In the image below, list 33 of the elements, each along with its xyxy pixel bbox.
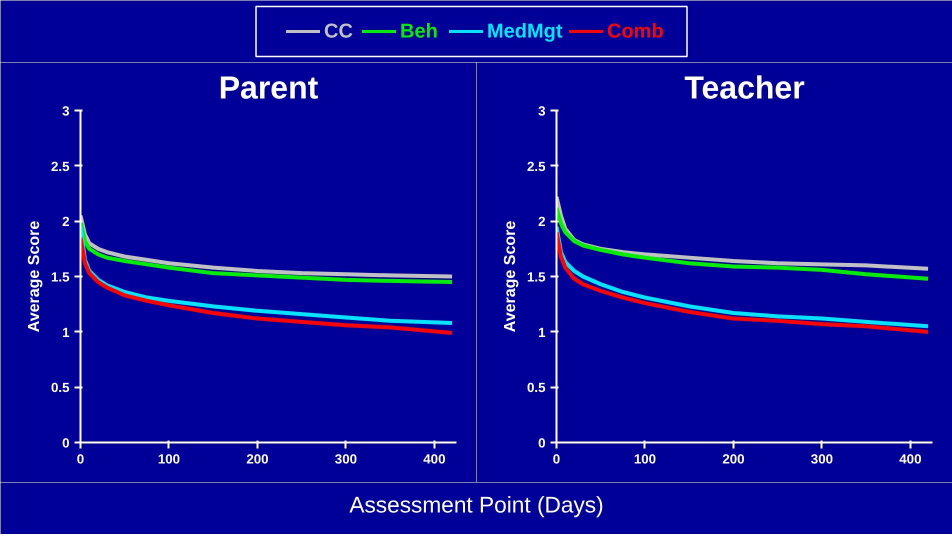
y-tick-label: 0 bbox=[62, 436, 70, 450]
legend-label: MedMgt bbox=[487, 20, 563, 42]
y-axis-title: Average Score bbox=[26, 220, 43, 332]
x-tick-label: 200 bbox=[246, 452, 269, 466]
y-tick-label: 2 bbox=[538, 214, 546, 230]
y-tick-label: 1 bbox=[538, 324, 546, 340]
y-tick-label: 3 bbox=[538, 104, 546, 118]
x-tick-label: 100 bbox=[158, 452, 180, 466]
x-tick-label: 300 bbox=[810, 452, 834, 466]
legend-label: CC bbox=[324, 20, 353, 42]
x-tick-label: 0 bbox=[76, 452, 84, 466]
x-tick-label: 300 bbox=[334, 452, 358, 466]
y-tick-label: 0 bbox=[538, 436, 546, 450]
x-tick-label: 100 bbox=[634, 452, 656, 466]
x-tick-label: 400 bbox=[423, 452, 446, 466]
legend-label: Comb bbox=[607, 20, 664, 42]
y-tick-label: 0.5 bbox=[526, 380, 546, 396]
y-tick-label: 3 bbox=[62, 104, 70, 118]
chart-title: Teacher bbox=[684, 70, 805, 106]
chart-title: Parent bbox=[218, 70, 319, 106]
x-tick-label: 200 bbox=[722, 452, 745, 466]
x-axis-title: Assessment Point (Days) bbox=[349, 492, 604, 518]
y-tick-label: 1 bbox=[62, 324, 70, 340]
y-tick-label: 2.5 bbox=[526, 158, 546, 174]
legend-label: Beh bbox=[400, 20, 438, 42]
y-axis-title: Average Score bbox=[502, 220, 519, 332]
y-tick-label: 1.5 bbox=[50, 270, 70, 284]
x-tick-label: 400 bbox=[899, 452, 922, 466]
y-tick-label: 2.5 bbox=[50, 158, 70, 174]
x-tick-label: 0 bbox=[552, 452, 560, 466]
y-tick-label: 1.5 bbox=[526, 270, 546, 284]
y-tick-label: 2 bbox=[62, 214, 70, 230]
y-tick-label: 0.5 bbox=[50, 380, 70, 396]
